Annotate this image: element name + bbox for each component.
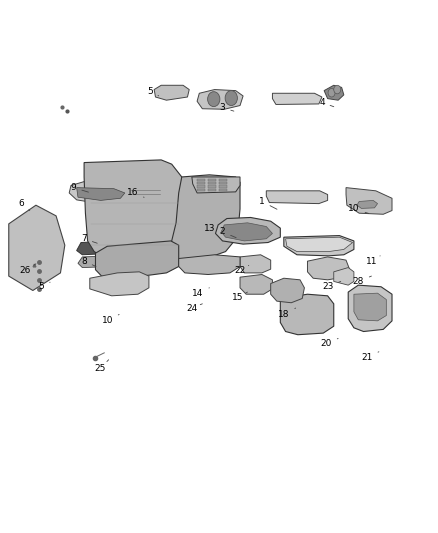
Polygon shape (90, 272, 149, 296)
Polygon shape (84, 160, 182, 259)
Text: 10: 10 (102, 314, 119, 325)
Polygon shape (77, 188, 125, 200)
Polygon shape (219, 185, 227, 188)
Polygon shape (240, 255, 271, 273)
Polygon shape (197, 185, 205, 188)
Text: 26: 26 (20, 264, 36, 275)
Text: 5: 5 (147, 87, 159, 96)
Polygon shape (172, 175, 240, 261)
Text: 22: 22 (234, 265, 249, 275)
Text: 25: 25 (94, 360, 109, 373)
Polygon shape (179, 255, 240, 274)
Polygon shape (271, 278, 304, 303)
Polygon shape (192, 177, 240, 193)
Text: 3: 3 (219, 103, 234, 112)
Polygon shape (219, 179, 227, 181)
Circle shape (328, 88, 335, 97)
Polygon shape (127, 184, 164, 198)
Polygon shape (357, 200, 378, 208)
Text: 8: 8 (81, 257, 96, 266)
Polygon shape (324, 85, 344, 100)
Text: 7: 7 (81, 235, 97, 243)
Circle shape (225, 91, 237, 106)
Text: 24: 24 (186, 304, 202, 312)
Polygon shape (154, 85, 189, 100)
Polygon shape (197, 179, 205, 181)
Polygon shape (219, 182, 227, 184)
Text: 6: 6 (18, 199, 30, 211)
Text: 9: 9 (71, 183, 88, 192)
Text: 20: 20 (321, 338, 338, 348)
Polygon shape (208, 182, 216, 184)
Polygon shape (307, 257, 350, 280)
Text: 23: 23 (322, 281, 341, 291)
Polygon shape (221, 223, 272, 241)
Polygon shape (266, 191, 328, 204)
Text: 14: 14 (192, 288, 209, 297)
Polygon shape (208, 185, 216, 188)
Polygon shape (286, 237, 353, 252)
Text: 13: 13 (204, 224, 223, 233)
Polygon shape (9, 205, 65, 290)
Polygon shape (240, 274, 272, 294)
Polygon shape (77, 241, 123, 255)
Polygon shape (348, 285, 392, 332)
Polygon shape (95, 241, 179, 278)
Circle shape (334, 85, 341, 94)
Text: 10: 10 (348, 205, 369, 213)
Polygon shape (284, 236, 354, 256)
Text: 15: 15 (232, 292, 247, 302)
Polygon shape (208, 189, 216, 191)
Text: 1: 1 (259, 197, 277, 209)
Polygon shape (354, 293, 386, 321)
Text: 28: 28 (353, 276, 371, 286)
Text: 18: 18 (278, 308, 296, 319)
Text: 2: 2 (220, 228, 236, 238)
Text: 5: 5 (39, 282, 50, 291)
Circle shape (208, 92, 220, 107)
Polygon shape (197, 189, 205, 191)
Polygon shape (69, 181, 134, 204)
Polygon shape (280, 294, 334, 335)
Polygon shape (346, 188, 392, 214)
Text: 21: 21 (361, 352, 379, 361)
Polygon shape (208, 179, 216, 181)
Polygon shape (334, 268, 354, 285)
Polygon shape (219, 189, 227, 191)
Polygon shape (197, 182, 205, 184)
Polygon shape (197, 90, 243, 109)
Text: 4: 4 (319, 98, 334, 107)
Polygon shape (78, 256, 119, 268)
Text: 11: 11 (366, 256, 380, 265)
Polygon shape (215, 217, 280, 244)
Polygon shape (272, 93, 322, 104)
Text: 16: 16 (127, 189, 144, 197)
